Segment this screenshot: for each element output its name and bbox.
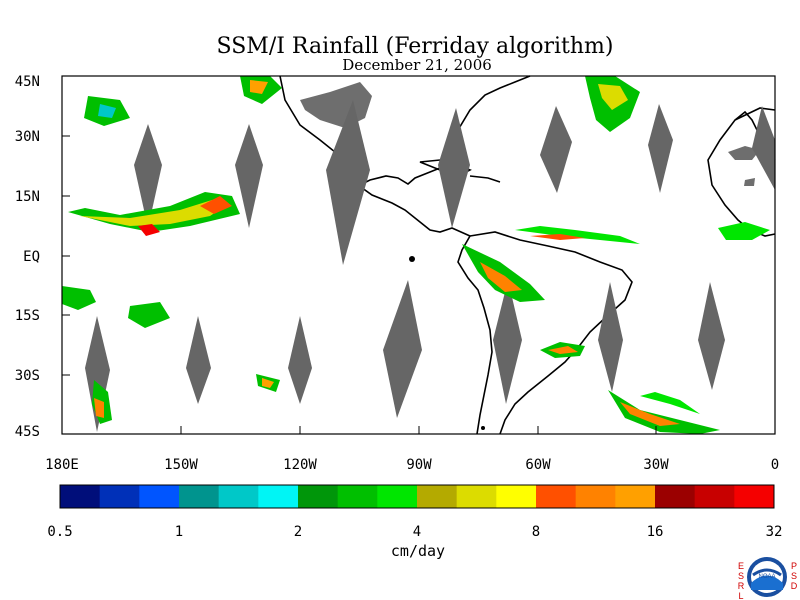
colorbar-tick-label: 0.5 bbox=[47, 524, 72, 540]
colorbar-swatch bbox=[60, 485, 101, 508]
island-dots bbox=[409, 256, 485, 430]
y-tick-label: 15N bbox=[15, 189, 40, 205]
colorbar-tick-label: 2 bbox=[294, 524, 302, 540]
colorbar-swatch bbox=[337, 485, 378, 508]
colorbar-swatch bbox=[218, 485, 259, 508]
noaa-logo: NOAA E S R L P S D bbox=[738, 557, 798, 600]
x-tick-label: 180E bbox=[45, 457, 79, 473]
map-subtitle: December 21, 2006 bbox=[342, 56, 492, 74]
colorbar-swatch bbox=[496, 485, 537, 508]
colorbar-swatch bbox=[615, 485, 656, 508]
map-panel bbox=[61, 75, 776, 435]
colorbar-swatch bbox=[734, 485, 775, 508]
colorbar-tick-label: 8 bbox=[532, 524, 540, 540]
y-tick-label: 15S bbox=[15, 308, 40, 324]
x-tick-label: 120W bbox=[283, 457, 317, 473]
x-tick-label: 60W bbox=[525, 457, 551, 473]
colorbar-tick-labels: 0.5 1 2 4 8 16 32 bbox=[47, 524, 782, 540]
map-title: SSM/I Rainfall (Ferriday algorithm) bbox=[217, 34, 614, 59]
logo-letter-left: S bbox=[738, 571, 744, 581]
y-tick-label: 45S bbox=[15, 424, 40, 440]
colorbar-swatch bbox=[655, 485, 696, 508]
y-tick-label: 45N bbox=[15, 74, 40, 90]
colorbar-frame bbox=[59, 484, 775, 509]
logo-letter-right: S bbox=[791, 571, 797, 581]
x-tick-label: 0 bbox=[771, 457, 779, 473]
colorbar-tick-label: 4 bbox=[413, 524, 421, 540]
rainfall-blobs bbox=[62, 76, 770, 434]
y-tick-label: 30S bbox=[15, 368, 40, 384]
colorbar-unit-label: cm/day bbox=[391, 542, 445, 560]
colorbar-swatch bbox=[258, 485, 299, 508]
logo-letter-right: D bbox=[791, 581, 798, 591]
colorbar-swatch bbox=[377, 485, 418, 508]
colorbar-swatch bbox=[99, 485, 140, 508]
colorbar-tick-label: 1 bbox=[175, 524, 183, 540]
swath-gap-diamonds bbox=[85, 100, 775, 432]
colorbar-boxes bbox=[60, 485, 775, 508]
x-tick-label: 90W bbox=[406, 457, 432, 473]
logo-letter-left: E bbox=[738, 561, 744, 571]
x-axis-labels: 180E 150W 120W 90W 60W 30W 0 bbox=[45, 457, 779, 473]
y-axis-labels: 45N 30N 15N EQ 15S 30S 45S bbox=[15, 74, 40, 440]
x-tick-label: 30W bbox=[643, 457, 669, 473]
colorbar-swatch bbox=[575, 485, 616, 508]
y-tick-label: EQ bbox=[23, 249, 40, 265]
logo-letter-left: L bbox=[738, 591, 743, 600]
logo-letter-right: P bbox=[791, 561, 797, 571]
colorbar-swatch bbox=[298, 485, 339, 508]
colorbar-swatch bbox=[139, 485, 180, 508]
noaa-logo-center-text: NOAA bbox=[758, 574, 775, 580]
colorbar-swatch bbox=[417, 485, 458, 508]
colorbar-tick-label: 32 bbox=[766, 524, 783, 540]
y-tick-label: 30N bbox=[15, 129, 40, 145]
colorbar-swatch bbox=[456, 485, 497, 508]
colorbar-swatch bbox=[179, 485, 220, 508]
colorbar-tick-label: 16 bbox=[647, 524, 664, 540]
axis-ticks bbox=[61, 75, 776, 435]
logo-letter-left: R bbox=[738, 581, 745, 591]
colorbar-swatch bbox=[536, 485, 577, 508]
colorbar: 0.5 1 2 4 8 16 32 cm/day bbox=[47, 484, 782, 560]
x-tick-label: 150W bbox=[164, 457, 198, 473]
colorbar-swatch bbox=[694, 485, 735, 508]
